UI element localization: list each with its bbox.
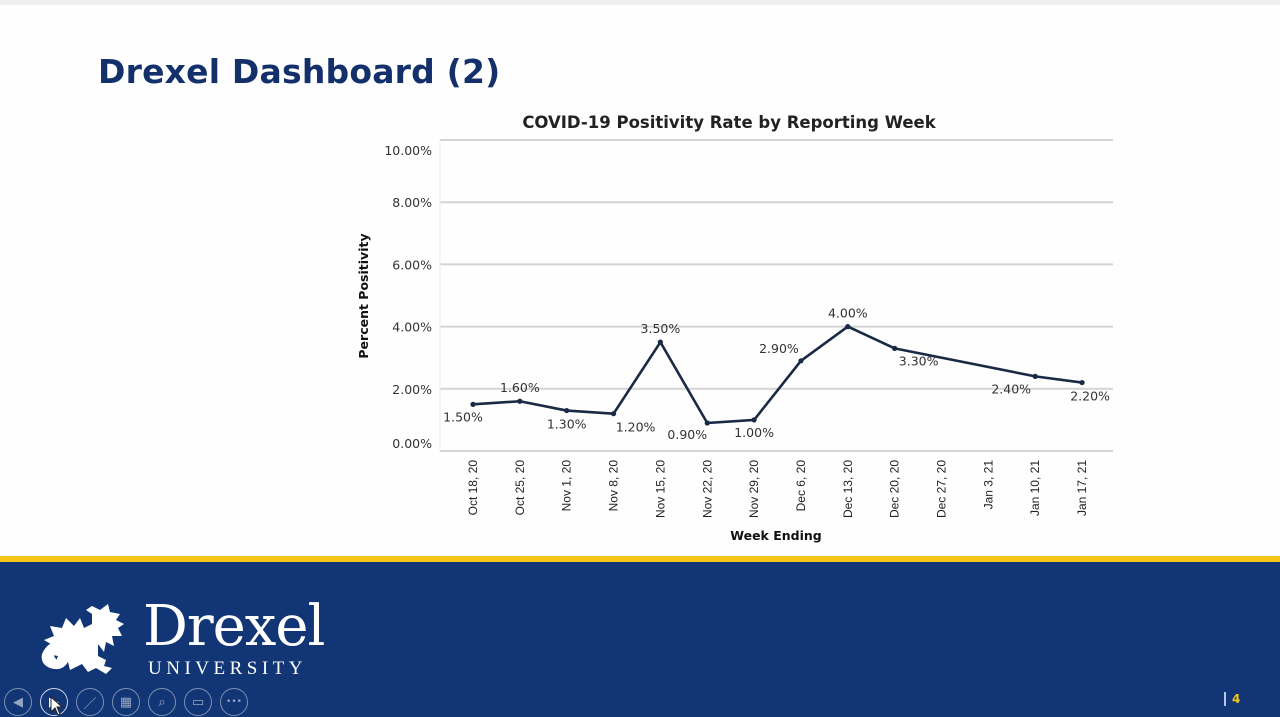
y-axis-ticks: 0.00% 2.00% 4.00% 6.00% 8.00% 10.00% [384,143,432,451]
data-label: 3.50% [641,321,681,336]
data-point [1079,379,1085,386]
x-tick-label: Dec 27, 20 [935,460,949,518]
positivity-line-chart: COVID-19 Positivity Rate by Reporting We… [356,113,1113,543]
x-tick-label: Jan 10, 21 [1028,460,1042,516]
data-point [657,339,664,345]
more-options-button[interactable]: ••• [220,688,248,716]
slide-title: Drexel Dashboard (2) [98,52,501,91]
x-tick-label: Nov 29, 20 [747,460,761,518]
footer-accent-stripe [0,556,1280,562]
data-label: 1.60% [500,380,540,395]
series-line [472,325,1083,425]
data-point [798,358,804,364]
logo-subtitle: UNIVERSITY [148,658,307,679]
y-tick-label: 4.00% [392,320,432,335]
data-label: 2.40% [991,381,1031,396]
x-tick-label: Nov 15, 20 [653,460,667,518]
see-all-slides-button[interactable]: ▦ [112,688,140,716]
x-tick-label: Dec 20, 20 [888,460,902,518]
x-tick-label: Oct 25, 20 [513,460,527,516]
x-tick-label: Dec 13, 20 [841,460,855,518]
slide-number-divider [1224,692,1226,706]
logo-wordmark: Drexel [143,594,325,659]
data-point [610,411,617,417]
x-axis-label: Week Ending [730,528,821,543]
dragon-icon [41,604,124,674]
x-tick-label: Jan 17, 21 [1075,460,1089,516]
x-tick-label: Jan 3, 21 [981,460,995,510]
slide-number: 4 [1224,692,1240,706]
data-point [845,324,851,330]
data-point [564,407,570,414]
data-point [517,398,523,404]
data-label: 4.00% [828,306,868,321]
data-point [892,345,898,351]
data-label: 0.90% [667,427,707,442]
slide-number-value: 4 [1232,692,1241,706]
y-tick-label: 10.00% [384,143,432,158]
drexel-logo: Drexel UNIVERSITY [38,594,328,685]
top-strip [0,0,1280,5]
data-point [751,417,757,423]
pen-icon: ／ [83,696,97,712]
gridlines [439,139,1113,452]
data-label: 1.30% [547,417,587,432]
y-tick-label: 6.00% [392,257,432,272]
data-label: 3.30% [899,353,939,368]
x-tick-label: Dec 6, 20 [794,460,808,512]
x-axis-ticks: Oct 18, 20 Oct 25, 20 Nov 1, 20 Nov 8, 20 No… [466,460,1089,518]
x-tick-label: Nov 22, 20 [700,460,714,518]
x-tick-label: Nov 1, 20 [560,460,574,512]
presenter-controls: ◀ ▶ ／ ▦ ⌕ ▭ ••• [4,688,248,716]
data-point [1032,373,1038,379]
mouse-cursor-icon [50,696,64,716]
data-point [470,401,476,407]
slides-grid-icon: ▦ [119,694,133,710]
y-tick-label: 0.00% [392,436,432,451]
ellipsis-icon: ••• [226,697,242,707]
screen-icon: ▭ [191,694,205,710]
x-tick-label: Nov 8, 20 [607,460,621,512]
data-labels: 1.50% 1.60% 1.30% 1.20% 3.50% 0.90% 1.00% 2.90%… [443,306,1110,442]
subtitles-button[interactable]: ▭ [184,688,212,716]
previous-slide-button[interactable]: ◀ [4,688,32,716]
zoom-button[interactable]: ⌕ [148,688,176,716]
data-label: 1.20% [616,420,656,435]
arrow-left-icon: ◀ [13,694,23,710]
magnifier-icon: ⌕ [158,694,166,710]
y-tick-label: 8.00% [392,195,432,210]
data-label: 2.90% [759,341,799,356]
data-points [470,324,1085,426]
y-tick-label: 2.00% [392,382,432,397]
data-label: 1.50% [443,409,483,424]
data-label: 1.00% [734,425,774,440]
x-tick-label: Oct 18, 20 [466,460,480,516]
slide-footer [0,562,1280,717]
y-axis-label: Percent Positivity [356,233,371,358]
pen-tool-button[interactable]: ／ [76,688,104,716]
data-point [704,420,710,426]
chart-title: COVID-19 Positivity Rate by Reporting We… [522,113,936,132]
data-label: 2.20% [1070,389,1110,404]
